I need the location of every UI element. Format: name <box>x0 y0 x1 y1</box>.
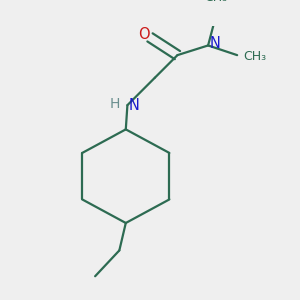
Text: CH₃: CH₃ <box>244 50 267 63</box>
Text: H: H <box>110 97 120 111</box>
Text: N: N <box>129 98 140 113</box>
Text: N: N <box>210 36 220 51</box>
Text: O: O <box>138 27 149 42</box>
Text: CH₃: CH₃ <box>205 0 228 4</box>
